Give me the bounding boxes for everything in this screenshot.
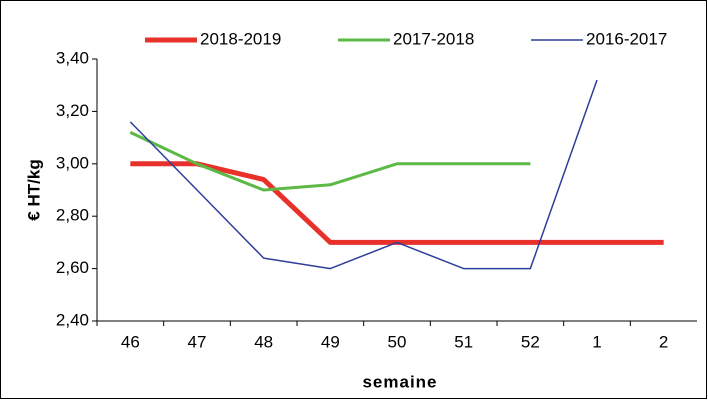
x-tick-label: 47 <box>188 332 207 351</box>
x-tick-label: 1 <box>592 332 601 351</box>
x-tick-label: 51 <box>454 332 473 351</box>
x-axis-title: semaine <box>362 372 437 391</box>
x-tick-label: 50 <box>388 332 407 351</box>
y-tick-label: 3,20 <box>56 101 89 120</box>
y-tick-label: 2,40 <box>56 310 89 329</box>
y-tick-label: 2,80 <box>56 206 89 225</box>
series-line <box>129 79 598 270</box>
y-tick-label: 3,00 <box>56 153 89 172</box>
x-tick-label: 49 <box>321 332 340 351</box>
x-tick-label: 52 <box>521 332 540 351</box>
x-tick-label: 48 <box>254 332 273 351</box>
x-tick-label: 2 <box>659 332 668 351</box>
y-axis-title: € HT/kg <box>24 159 43 220</box>
legend-label: 2018-2019 <box>200 29 281 48</box>
y-tick-label: 2,60 <box>56 258 89 277</box>
y-tick-label: 3,40 <box>56 48 89 67</box>
x-tick-label: 46 <box>121 332 140 351</box>
series-line <box>129 131 531 192</box>
legend-label: 2017-2018 <box>393 29 474 48</box>
legend-label: 2016-2017 <box>586 29 667 48</box>
